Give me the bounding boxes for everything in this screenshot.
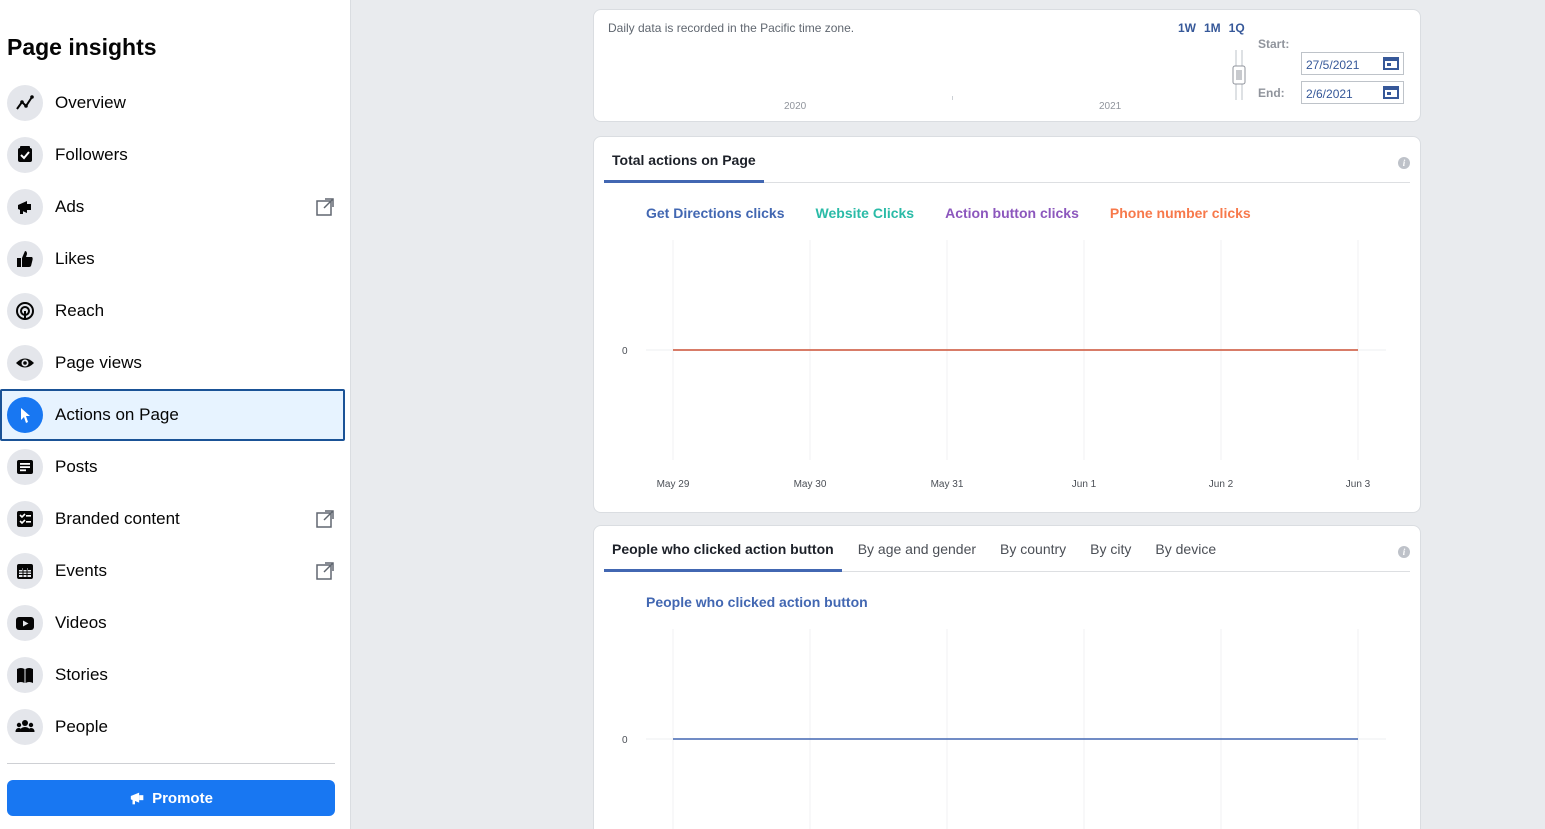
timeline-year-label: 2021 — [1099, 101, 1122, 112]
people-tabs: People who clicked action button By age … — [604, 526, 1410, 572]
sidebar-item-page-views[interactable]: Page views — [0, 337, 351, 389]
calendar-icon — [7, 553, 43, 589]
external-link-icon[interactable] — [315, 561, 335, 581]
reach-icon — [7, 293, 43, 329]
timeline-year-label: 2020 — [784, 101, 807, 112]
x-tick-label: Jun 1 — [1072, 479, 1097, 490]
sidebar-item-reach[interactable]: Reach — [0, 285, 351, 337]
sidebar-item-label: Reach — [55, 301, 105, 320]
sidebar-item-label: Branded content — [55, 509, 180, 528]
range-links: 1W 1M 1Q — [1178, 21, 1245, 35]
end-date-input[interactable]: 2/6/2021 — [1301, 81, 1404, 104]
sidebar-item-posts[interactable]: Posts — [0, 441, 351, 493]
sidebar-item-label: Posts — [55, 457, 98, 476]
sidebar-item-label: People — [55, 717, 108, 736]
timeline-tick — [952, 96, 953, 100]
x-tick-label: May 30 — [794, 479, 827, 490]
legend-action-button-clicks[interactable]: Action button clicks — [945, 205, 1079, 221]
chart-legend: People who clicked action button — [646, 594, 868, 610]
promote-button[interactable]: Promote — [7, 780, 335, 816]
people-icon — [7, 709, 43, 745]
megaphone-icon — [7, 189, 43, 225]
sidebar-item-actions-on-page[interactable]: Actions on Page — [0, 389, 345, 441]
x-tick-label: May 29 — [657, 479, 690, 490]
sidebar-item-people[interactable]: People — [0, 701, 351, 753]
megaphone-icon — [130, 792, 144, 804]
sidebar-item-ads[interactable]: Ads — [0, 181, 351, 233]
posts-icon — [7, 449, 43, 485]
x-tick-label: Jun 2 — [1209, 479, 1234, 490]
sidebar-item-label: Page views — [55, 353, 142, 372]
x-tick-label: Jun 3 — [1346, 479, 1371, 490]
y-tick-label: 0 — [622, 346, 628, 357]
tab-age-gender[interactable]: By age and gender — [857, 541, 977, 557]
info-icon[interactable]: i — [1398, 546, 1410, 558]
overview-trend-icon — [7, 85, 43, 121]
y-tick-label: 0 — [622, 735, 628, 746]
sidebar-title: Page insights — [7, 34, 157, 60]
thumbs-up-icon — [7, 241, 43, 277]
sidebar-item-label: Actions on Page — [55, 405, 179, 424]
tab-country[interactable]: By country — [1000, 541, 1067, 557]
legend-phone-number-clicks[interactable]: Phone number clicks — [1109, 205, 1251, 221]
tab-device[interactable]: By device — [1155, 541, 1217, 557]
sidebar-item-label: Followers — [55, 145, 128, 164]
info-icon[interactable]: i — [1398, 157, 1410, 169]
total-actions-card: 0 May 29 May 30 May 31 Jun 1 Jun 2 Jun 3 Total… — [593, 136, 1421, 513]
sidebar-item-overview[interactable]: Overview — [0, 77, 351, 129]
timeline-slider-handle[interactable] — [1232, 50, 1246, 100]
sidebar: Page insights Overview Followers Ads — [0, 0, 351, 829]
calendar-icon[interactable] — [1383, 86, 1399, 99]
sidebar-item-followers[interactable]: Followers — [0, 129, 351, 181]
range-1m-link[interactable]: 1M — [1204, 21, 1221, 35]
promote-label: Promote — [152, 789, 213, 807]
sidebar-item-label: Videos — [55, 613, 107, 632]
actions-tabs: Total actions on Page — [604, 137, 1410, 183]
total-actions-chart: 0 May 29 May 30 May 31 Jun 1 Jun 2 Jun 3 — [622, 240, 1386, 490]
branded-content-icon — [7, 501, 43, 537]
people-clicked-chart: 0 — [622, 629, 1386, 829]
sidebar-item-label: Overview — [55, 93, 126, 112]
stories-icon — [7, 657, 43, 693]
start-date-label: Start: — [1258, 37, 1290, 51]
sidebar-divider — [7, 763, 335, 764]
range-1q-link[interactable]: 1Q — [1228, 21, 1245, 35]
people-clicked-card: 0 People who clicked action button By ag… — [593, 525, 1421, 829]
legend-get-directions[interactable]: Get Directions clicks — [646, 205, 785, 221]
end-date-label: End: — [1258, 86, 1285, 100]
sidebar-item-stories[interactable]: Stories — [0, 649, 351, 701]
legend-website-clicks[interactable]: Website Clicks — [815, 205, 915, 221]
tab-people-clicked[interactable]: People who clicked action button — [604, 526, 842, 572]
eye-icon — [7, 345, 43, 381]
cursor-icon — [7, 397, 43, 433]
sidebar-item-label: Events — [55, 561, 107, 580]
end-date-value: 2/6/2021 — [1306, 87, 1353, 101]
external-link-icon[interactable] — [315, 197, 335, 217]
sidebar-item-label: Stories — [55, 665, 108, 684]
sidebar-item-label: Ads — [55, 197, 85, 216]
followers-icon — [7, 137, 43, 173]
range-1w-link[interactable]: 1W — [1178, 21, 1196, 35]
sidebar-item-label: Likes — [55, 249, 95, 268]
start-date-value: 27/5/2021 — [1306, 58, 1360, 72]
play-icon — [7, 605, 43, 641]
sidebar-item-likes[interactable]: Likes — [0, 233, 351, 285]
sidebar-item-videos[interactable]: Videos — [0, 597, 351, 649]
sidebar-nav: Overview Followers Ads Likes Reac — [0, 77, 351, 753]
legend-people-clicked[interactable]: People who clicked action button — [646, 594, 868, 610]
x-tick-label: May 31 — [931, 479, 964, 490]
start-date-input[interactable]: 27/5/2021 — [1301, 52, 1404, 75]
tab-city[interactable]: By city — [1090, 541, 1132, 557]
timezone-note: Daily data is recorded in the Pacific ti… — [608, 21, 855, 35]
date-range-card: Daily data is recorded in the Pacific ti… — [593, 9, 1421, 122]
chart-legend: Get Directions clicks Website Clicks Act… — [646, 205, 1251, 221]
sidebar-item-branded-content[interactable]: Branded content — [0, 493, 351, 545]
external-link-icon[interactable] — [315, 509, 335, 529]
calendar-icon[interactable] — [1383, 57, 1399, 70]
sidebar-item-events[interactable]: Events — [0, 545, 351, 597]
tab-total-actions[interactable]: Total actions on Page — [604, 137, 764, 183]
